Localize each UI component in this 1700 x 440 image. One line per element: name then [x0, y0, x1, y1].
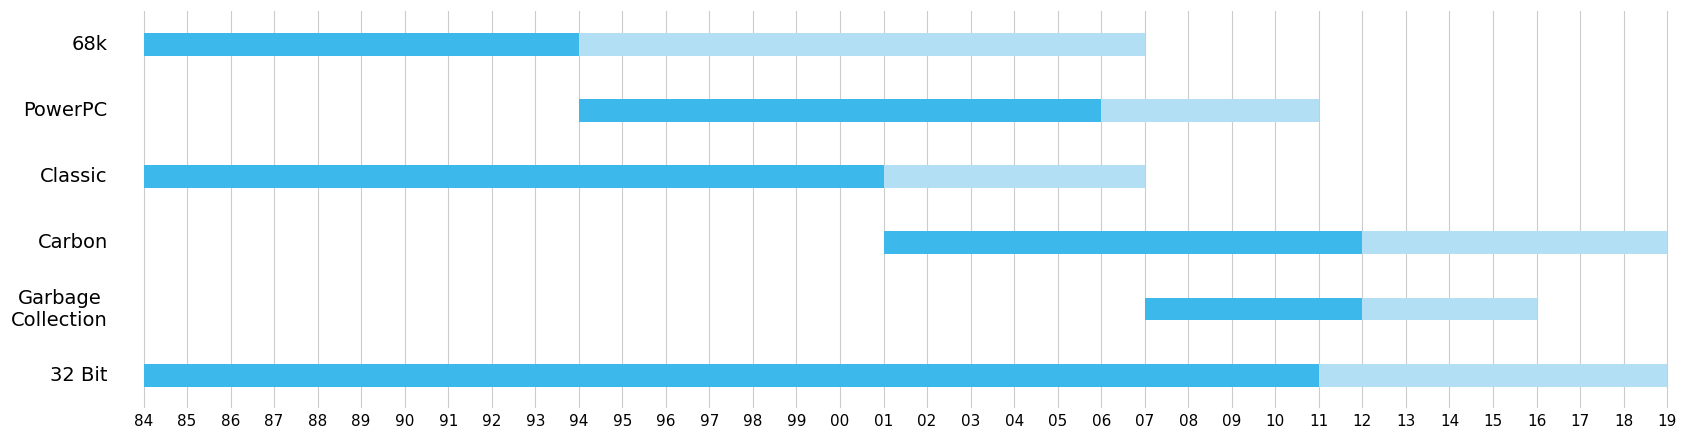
Bar	[143, 165, 884, 188]
Bar	[578, 33, 1144, 55]
Bar	[1362, 297, 1537, 320]
Bar	[884, 231, 1362, 254]
Bar	[1144, 297, 1362, 320]
Bar	[884, 165, 1144, 188]
Bar	[1362, 231, 1668, 254]
Bar	[1102, 99, 1319, 122]
Bar	[1319, 364, 1668, 387]
Bar	[578, 99, 1102, 122]
Bar	[143, 364, 1319, 387]
Bar	[143, 33, 578, 55]
